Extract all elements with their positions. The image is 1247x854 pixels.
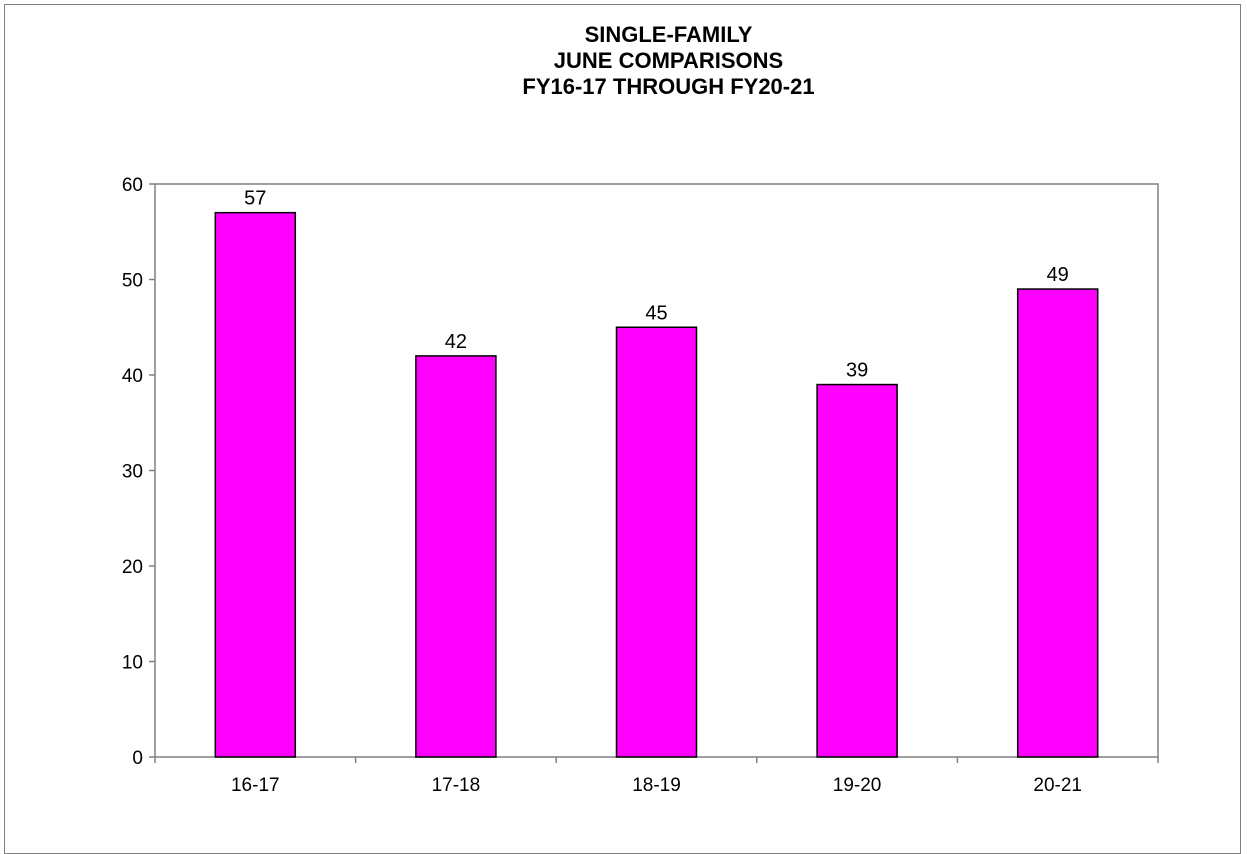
bar-17-18 [415, 355, 497, 758]
y-tick-label: 10 [122, 653, 143, 674]
y-tick-label: 0 [132, 748, 143, 769]
y-tick-label: 30 [122, 462, 143, 483]
y-tick-label: 40 [122, 366, 143, 387]
y-tick-label: 60 [122, 175, 143, 196]
data-label: 57 [244, 188, 266, 210]
data-label: 45 [645, 302, 667, 324]
axis-layer: 0 10 20 30 40 50 60 16-17 17-18 18-19 19-20 20-21 [122, 175, 1159, 796]
x-tick-label: 19-20 [833, 775, 882, 796]
bar-18-19 [615, 326, 698, 758]
bar-19-20 [816, 383, 898, 758]
data-label: 39 [846, 360, 868, 382]
x-tick-label: 16-17 [231, 775, 280, 796]
chart-title-line-1: SINGLE-FAMILY [584, 22, 753, 47]
x-tick-label: 18-19 [632, 775, 681, 796]
chart-title: SINGLE-FAMILY JUNE COMPARISONS FY16-17 T… [0, 22, 1247, 100]
chart-title-line-2: JUNE COMPARISONS [553, 48, 784, 73]
x-tick-label: 20-21 [1033, 775, 1082, 796]
chart-title-line-3: FY16-17 THROUGH FY20-21 [522, 74, 815, 99]
bar-16-17 [214, 211, 297, 758]
x-tick-label: 17-18 [432, 775, 481, 796]
y-tick-label: 20 [122, 557, 143, 578]
bar-20-21 [1016, 288, 1099, 758]
bars-layer: 57 42 45 39 49 [214, 188, 1099, 758]
data-label: 42 [445, 331, 467, 353]
data-label: 49 [1047, 264, 1069, 286]
y-tick-label: 50 [122, 271, 143, 292]
